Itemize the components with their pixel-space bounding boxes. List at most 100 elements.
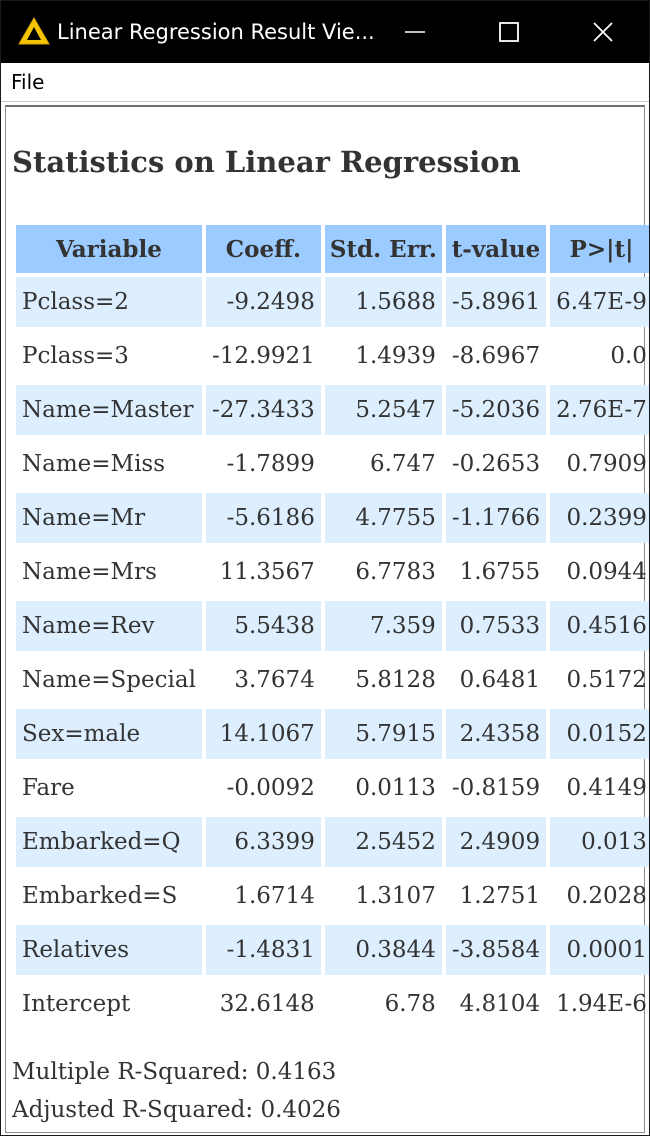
window-title: Linear Regression Result Vie... <box>57 20 375 44</box>
adjusted-r-squared: Adjusted R-Squared: 0.4026 <box>12 1097 341 1123</box>
cell-coeff: -9.2498 <box>205 277 321 327</box>
maximize-button[interactable] <box>463 1 555 63</box>
cell-p-value: 1.94E-6 <box>556 991 647 1017</box>
cell-t-value: 4.8104 <box>459 991 541 1017</box>
cell-variable: Relatives <box>16 925 202 975</box>
cell-coeff: 5.5438 <box>205 601 321 651</box>
table-row: Pclass=3 -12.9921 1.4939 -8.6967 0.0 <box>16 331 649 381</box>
table-header-row: Variable Coeff. Std. Err. t-value P>|t| <box>16 225 649 273</box>
cell-p-value: 0.0944 <box>566 559 647 585</box>
report-panel[interactable]: Statistics on Linear Regression Variable… <box>5 105 649 1133</box>
cell-p-value: 0.4516 <box>550 601 649 651</box>
table-row: Name=Rev 5.5438 7.359 0.7533 0.4516 <box>16 601 649 651</box>
table-row: Name=Mrs 11.3567 6.7783 1.6755 0.0944 <box>16 547 649 597</box>
cell-variable: Fare <box>22 775 75 801</box>
maximize-icon <box>499 22 519 42</box>
cell-std-err: 1.4939 <box>355 343 436 369</box>
column-header-std-err: Std. Err. <box>324 225 442 273</box>
table-row: Pclass=2 -9.2498 1.5688 -5.8961 6.47E-9 <box>16 277 649 327</box>
cell-std-err: 6.747 <box>369 451 436 477</box>
cell-std-err: 6.7783 <box>355 559 436 585</box>
table-row: Name=Mr -5.6186 4.7755 -1.1766 0.2399 <box>16 493 649 543</box>
report-title: Statistics on Linear Regression <box>12 145 521 179</box>
column-header-t-value: t-value <box>445 225 547 273</box>
cell-p-value: 2.76E-7 <box>550 385 649 435</box>
close-button[interactable] <box>557 1 649 63</box>
cell-p-value: 0.0152 <box>550 709 649 759</box>
cell-t-value: 2.4358 <box>445 709 547 759</box>
cell-std-err: 5.8128 <box>355 667 436 693</box>
cell-p-value: 6.47E-9 <box>550 277 649 327</box>
cell-variable: Pclass=2 <box>16 277 202 327</box>
regression-table: Variable Coeff. Std. Err. t-value P>|t| … <box>12 221 649 1033</box>
cell-variable: Name=Mr <box>16 493 202 543</box>
cell-t-value: 1.6755 <box>459 559 541 585</box>
cell-t-value: -5.2036 <box>445 385 547 435</box>
cell-variable: Intercept <box>22 991 131 1017</box>
cell-std-err: 7.359 <box>324 601 442 651</box>
cell-p-value: 0.0 <box>610 343 647 369</box>
cell-p-value: 0.2399 <box>550 493 649 543</box>
cell-std-err: 1.3107 <box>355 883 436 909</box>
cell-variable: Name=Master <box>16 385 202 435</box>
cell-t-value: -3.8584 <box>445 925 547 975</box>
table-row: Name=Master -27.3433 5.2547 -5.2036 2.76… <box>16 385 649 435</box>
cell-coeff: -5.6186 <box>205 493 321 543</box>
cell-p-value: 0.4149 <box>566 775 647 801</box>
cell-coeff: 14.1067 <box>205 709 321 759</box>
cell-p-value: 0.5172 <box>566 667 647 693</box>
cell-std-err: 0.3844 <box>324 925 442 975</box>
cell-coeff: -1.7899 <box>226 451 315 477</box>
table-row: Intercept 32.6148 6.78 4.8104 1.94E-6 <box>16 979 649 1029</box>
cell-coeff: 6.3399 <box>205 817 321 867</box>
title-bar[interactable]: Linear Regression Result Vie... <box>1 1 649 63</box>
column-header-variable: Variable <box>16 225 202 273</box>
cell-p-value: 0.0001 <box>550 925 649 975</box>
multiple-r-squared: Multiple R-Squared: 0.4163 <box>12 1059 337 1085</box>
cell-coeff: -0.0092 <box>226 775 315 801</box>
column-header-p-value: P>|t| <box>550 225 649 273</box>
table-row: Name=Special 3.7674 5.8128 0.6481 0.5172 <box>16 655 649 705</box>
cell-std-err: 4.7755 <box>324 493 442 543</box>
cell-t-value: 1.2751 <box>459 883 541 909</box>
cell-coeff: -27.3433 <box>205 385 321 435</box>
cell-variable: Embarked=S <box>22 883 178 909</box>
table-row: Relatives -1.4831 0.3844 -3.8584 0.0001 <box>16 925 649 975</box>
cell-t-value: 0.7533 <box>445 601 547 651</box>
minimize-icon <box>405 31 425 33</box>
cell-p-value: 0.013 <box>550 817 649 867</box>
menu-file[interactable]: File <box>11 70 45 94</box>
cell-variable: Pclass=3 <box>22 343 129 369</box>
cell-t-value: -5.8961 <box>445 277 547 327</box>
menu-bar: File <box>1 63 649 102</box>
minimize-button[interactable] <box>369 1 461 63</box>
cell-coeff: 1.6714 <box>234 883 315 909</box>
cell-variable: Sex=male <box>16 709 202 759</box>
cell-std-err: 1.5688 <box>324 277 442 327</box>
cell-std-err: 6.78 <box>384 991 436 1017</box>
cell-variable: Name=Special <box>22 667 196 693</box>
cell-std-err: 5.2547 <box>324 385 442 435</box>
cell-std-err: 5.7915 <box>324 709 442 759</box>
cell-variable: Name=Miss <box>22 451 166 477</box>
table-row: Embarked=Q 6.3399 2.5452 2.4909 0.013 <box>16 817 649 867</box>
table-row: Fare -0.0092 0.0113 -0.8159 0.4149 <box>16 763 649 813</box>
cell-p-value: 0.7909 <box>566 451 647 477</box>
cell-coeff: -12.9921 <box>211 343 315 369</box>
cell-t-value: -0.8159 <box>451 775 541 801</box>
cell-coeff: -1.4831 <box>205 925 321 975</box>
cell-coeff: 32.6148 <box>219 991 315 1017</box>
cell-std-err: 2.5452 <box>324 817 442 867</box>
cell-variable: Name=Mrs <box>22 559 157 585</box>
cell-t-value: -8.6967 <box>451 343 541 369</box>
close-icon <box>593 22 613 42</box>
cell-t-value: -1.1766 <box>445 493 547 543</box>
knime-triangle-icon <box>18 16 50 45</box>
column-header-coeff: Coeff. <box>205 225 321 273</box>
cell-coeff: 3.7674 <box>234 667 315 693</box>
cell-t-value: 0.6481 <box>459 667 541 693</box>
cell-t-value: -0.2653 <box>451 451 541 477</box>
cell-variable: Name=Rev <box>16 601 202 651</box>
table-row: Embarked=S 1.6714 1.3107 1.2751 0.2028 <box>16 871 649 921</box>
